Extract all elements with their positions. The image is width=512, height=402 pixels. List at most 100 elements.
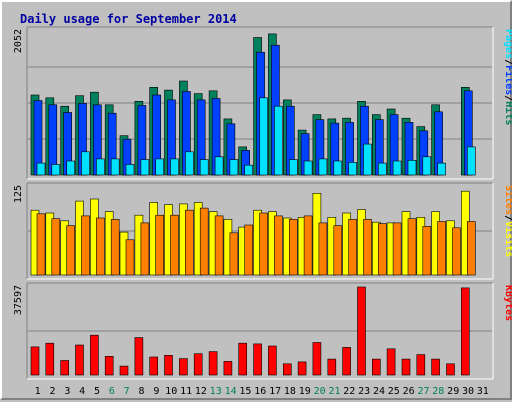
bar-pages-day-5 bbox=[96, 158, 105, 176]
bar-pages-day-10 bbox=[170, 158, 179, 176]
bar-sites-day-25 bbox=[392, 222, 402, 276]
bar-kbytes-day-16 bbox=[253, 343, 262, 376]
series-legend: KBytes bbox=[503, 285, 512, 321]
bar-kbytes-day-1 bbox=[30, 346, 40, 376]
bar-pages-day-27 bbox=[422, 156, 432, 176]
day-label: 15 bbox=[239, 386, 251, 397]
legend-separator: / bbox=[503, 59, 512, 65]
bar-sites-day-3 bbox=[66, 225, 75, 276]
bar-kbytes-day-20 bbox=[312, 342, 322, 376]
day-label: 6 bbox=[109, 386, 115, 397]
bar-kbytes-day-27 bbox=[416, 354, 426, 376]
bar-sites-day-30 bbox=[466, 221, 476, 276]
bar-sites-day-17 bbox=[274, 215, 283, 276]
bar-pages-day-22 bbox=[348, 162, 357, 176]
bar-sites-day-23 bbox=[363, 219, 372, 276]
bar-pages-day-14 bbox=[229, 159, 239, 176]
day-label: 12 bbox=[195, 386, 207, 397]
day-label: 22 bbox=[343, 386, 355, 397]
legend-visits: Visits bbox=[503, 221, 512, 257]
day-label: 13 bbox=[210, 386, 222, 397]
bar-pages-day-6 bbox=[110, 158, 120, 176]
bar-sites-day-21 bbox=[333, 225, 343, 276]
bar-pages-day-4 bbox=[81, 151, 90, 176]
bar-kbytes-day-8 bbox=[134, 337, 144, 376]
day-label: 18 bbox=[284, 386, 296, 397]
bar-sites-day-2 bbox=[51, 218, 61, 276]
bar-pages-day-13 bbox=[214, 156, 224, 176]
day-label: 16 bbox=[254, 386, 266, 397]
legend-sites: Sites bbox=[503, 185, 512, 215]
day-label: 25 bbox=[388, 386, 400, 397]
y-max-label: 125 bbox=[13, 185, 24, 203]
bar-sites-day-16 bbox=[259, 212, 268, 276]
bar-kbytes-day-15 bbox=[238, 342, 247, 376]
bar-pages-day-17 bbox=[274, 105, 283, 176]
bar-sites-day-4 bbox=[81, 215, 90, 276]
bar-sites-day-12 bbox=[199, 207, 209, 276]
bar-kbytes-day-25 bbox=[386, 348, 396, 376]
bar-sites-day-5 bbox=[96, 217, 105, 276]
bar-sites-day-6 bbox=[110, 219, 120, 276]
day-label: 31 bbox=[477, 386, 489, 397]
bar-sites-day-14 bbox=[229, 232, 239, 276]
legend-pages: Pages bbox=[503, 29, 512, 59]
day-label: 7 bbox=[124, 386, 130, 397]
bar-sites-day-19 bbox=[303, 215, 313, 276]
bar-kbytes-day-9 bbox=[149, 356, 158, 376]
bar-pages-day-3 bbox=[66, 160, 75, 176]
day-label: 21 bbox=[328, 386, 340, 397]
day-label: 20 bbox=[314, 386, 326, 397]
bar-kbytes-day-2 bbox=[45, 342, 55, 376]
bars-visits-sites bbox=[30, 190, 476, 276]
day-label: 2 bbox=[49, 386, 55, 397]
bar-pages-day-24 bbox=[377, 162, 387, 176]
legend-files: Files bbox=[503, 65, 512, 95]
bar-kbytes-day-17 bbox=[268, 345, 277, 376]
bars-kbytes bbox=[30, 286, 470, 376]
bar-pages-day-30 bbox=[466, 146, 476, 176]
bar-kbytes-day-10 bbox=[164, 354, 173, 376]
bar-pages-day-25 bbox=[392, 160, 402, 176]
day-label: 1 bbox=[35, 386, 41, 397]
panel-visits-sites: 125 Sites/Visits bbox=[13, 182, 512, 280]
bar-pages-day-19 bbox=[303, 160, 313, 176]
bar-kbytes-day-23 bbox=[357, 286, 366, 376]
bar-pages-day-12 bbox=[199, 159, 209, 176]
bar-sites-day-24 bbox=[377, 223, 387, 276]
bar-pages-day-7 bbox=[125, 164, 135, 176]
bar-sites-day-9 bbox=[155, 214, 164, 276]
day-label: 30 bbox=[462, 386, 474, 397]
bar-pages-day-26 bbox=[407, 160, 417, 176]
day-label: 27 bbox=[417, 386, 429, 397]
bar-kbytes-day-7 bbox=[119, 365, 129, 376]
bar-kbytes-day-13 bbox=[208, 351, 218, 376]
bar-pages-day-1 bbox=[36, 162, 46, 176]
bar-kbytes-day-3 bbox=[60, 360, 70, 376]
bar-kbytes-day-19 bbox=[297, 361, 307, 376]
bar-pages-day-21 bbox=[333, 160, 343, 176]
bar-pages-day-11 bbox=[185, 151, 194, 176]
bar-kbytes-day-24 bbox=[371, 358, 381, 376]
bar-kbytes-day-21 bbox=[327, 358, 337, 376]
bar-sites-day-13 bbox=[214, 215, 224, 276]
bar-pages-day-8 bbox=[140, 159, 150, 176]
legend-separator: / bbox=[503, 95, 512, 101]
bar-pages-day-20 bbox=[318, 158, 328, 176]
bar-sites-day-20 bbox=[318, 222, 328, 276]
bar-pages-day-9 bbox=[155, 158, 164, 176]
series-legend: Pages/Files/Hits bbox=[503, 29, 512, 125]
day-label: 28 bbox=[432, 386, 444, 397]
chart-panels: 2052Pages/Files/Hits125Sites/Visits37597… bbox=[13, 26, 512, 380]
day-label: 29 bbox=[447, 386, 459, 397]
bar-sites-day-10 bbox=[170, 214, 179, 276]
bar-kbytes-day-12 bbox=[193, 353, 203, 376]
bar-kbytes-day-6 bbox=[104, 355, 114, 376]
bar-sites-day-7 bbox=[125, 239, 135, 276]
bar-kbytes-day-28 bbox=[431, 358, 440, 376]
day-label: 9 bbox=[153, 386, 159, 397]
day-label: 19 bbox=[299, 386, 311, 397]
